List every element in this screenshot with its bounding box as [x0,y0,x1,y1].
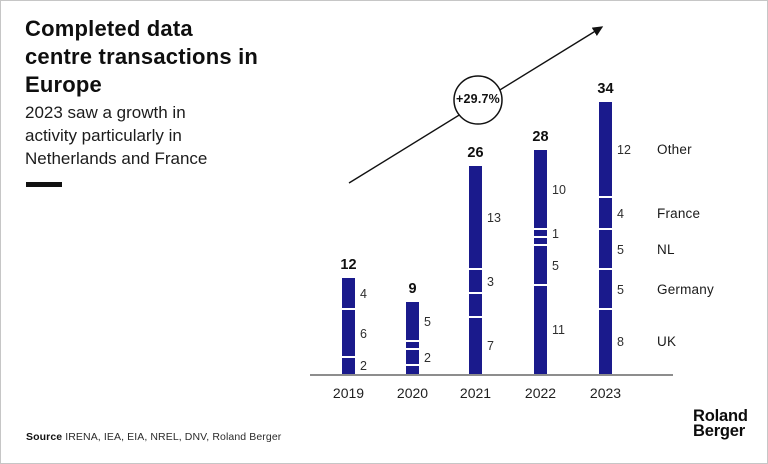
bar-segment-germany [342,310,355,358]
x-axis-label: 2022 [524,385,557,401]
subtitle: 2023 saw a growth in activity particular… [25,103,208,168]
bar-segment-germany [406,350,419,366]
segment-value-label: 5 [617,243,624,257]
growth-badge: +29.7% [456,92,500,106]
segment-value-label: 6 [360,327,367,341]
segment-value-label: 5 [617,283,624,297]
segment-value-label: 2 [360,359,367,373]
bar-segment-germany [534,246,547,286]
bar-total-label: 28 [532,129,549,145]
roland-berger-logo: Roland Berger [693,407,748,440]
bar-segment-nl [469,270,482,294]
bar-segment-germany [599,270,612,310]
bar-total-label: 34 [597,81,614,97]
category-label-other: Other [657,142,692,157]
segment-value-label: 8 [617,335,624,349]
bar-segment-nl [406,342,419,350]
segment-value-label: 11 [552,323,565,337]
x-axis-line [310,374,673,376]
segment-value-label: 1 [552,227,559,241]
bar-total-label: 12 [340,257,357,273]
bar-segment-other [599,102,612,198]
source-text: IRENA, IEA, EIA, NREL, DNV, Roland Berge… [62,431,282,443]
bar-total-label: 26 [467,145,484,161]
x-axis-label: 2023 [589,385,622,401]
x-axis-label: 2021 [459,385,492,401]
bar-segment-france [534,230,547,238]
bar-segment-uk [342,358,355,374]
segment-value-label: 10 [552,183,566,197]
bar-segment-other [406,302,419,342]
segment-value-label: 2 [424,351,431,365]
bar-segment-nl [599,230,612,270]
bar-segment-germany [469,294,482,318]
segment-value-label: 13 [487,211,501,225]
bar-segment-other [534,150,547,230]
source-note: Source IRENA, IEA, EIA, NREL, DNV, Rolan… [26,431,281,443]
category-label-france: France [657,206,701,221]
title-underline-dash [26,182,62,187]
bar-segment-nl [534,238,547,246]
bar-segment-uk [599,310,612,374]
x-axis-label: 2020 [396,385,429,401]
segment-value-label: 7 [487,339,494,353]
source-label: Source [26,431,63,443]
category-label-germany: Germany [657,282,714,297]
bar-segment-france [599,198,612,230]
bar-total-label: 9 [408,281,417,297]
category-label-nl: NL [657,242,675,257]
segment-value-label: 12 [617,143,631,157]
segment-value-label: 3 [487,275,494,289]
segment-value-label: 5 [424,315,431,329]
page-title: Completed data centre transactions in Eu… [25,16,259,97]
segment-value-label: 4 [360,287,367,301]
bar-segment-uk [534,286,547,374]
bar-segment-uk [406,366,419,374]
x-axis-label: 2019 [332,385,365,401]
bar-segment-other [469,166,482,270]
bar-segment-uk [469,318,482,374]
bar-segment-other [342,278,355,310]
segment-value-label: 5 [552,259,559,273]
segment-value-label: 4 [617,207,624,221]
category-label-uk: UK [657,334,677,349]
